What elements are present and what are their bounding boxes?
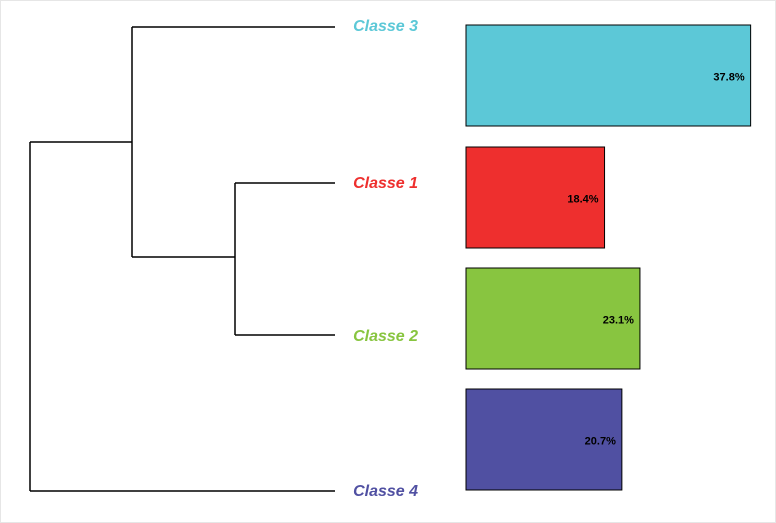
bar [465, 24, 752, 127]
value-label: 37.8% [713, 71, 744, 83]
bar [465, 388, 623, 491]
bar [465, 267, 641, 370]
bar [465, 146, 606, 249]
class-label: Classe 1 [353, 175, 418, 192]
class-label: Classe 2 [353, 328, 418, 345]
class-label: Classe 4 [353, 483, 418, 500]
value-label: 23.1% [603, 314, 634, 326]
value-label: 18.4% [567, 193, 598, 205]
value-label: 20.7% [585, 435, 616, 447]
class-label: Classe 3 [353, 18, 418, 35]
dendrogram [29, 26, 335, 492]
